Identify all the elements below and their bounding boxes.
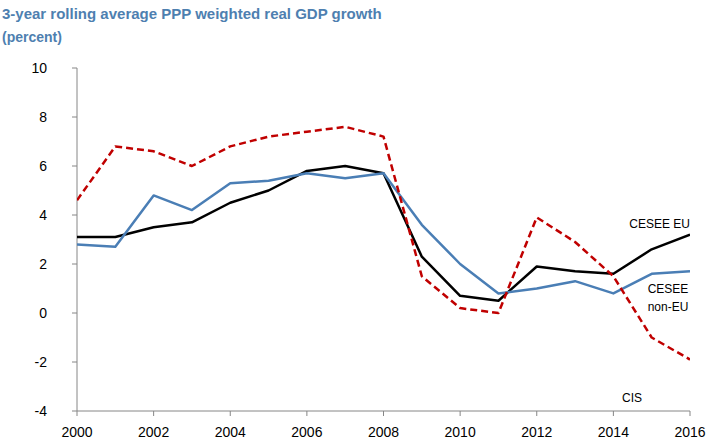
x-tick-label: 2012 (521, 424, 552, 440)
x-tick-label: 2010 (445, 424, 476, 440)
chart: 3-year rolling average PPP weighted real… (0, 0, 713, 448)
x-tick-label: 2002 (138, 424, 169, 440)
series-label: CIS (622, 391, 642, 405)
subtitle: (percent) (2, 29, 62, 45)
y-tick (72, 313, 77, 314)
y-tick-label: -2 (35, 354, 48, 370)
y-tick (72, 68, 77, 69)
series-label-part: CESEE (648, 282, 689, 296)
y-tick-label: 0 (39, 305, 47, 321)
x-tick (690, 411, 691, 416)
series-label: CESEE non-EU (648, 282, 689, 314)
y-tick (72, 264, 77, 265)
x-tick (460, 411, 461, 416)
x-tick-label: 2016 (674, 424, 705, 440)
y-tick-label: -4 (35, 403, 48, 419)
series-label: CESEE EU (629, 217, 690, 231)
series-group (77, 127, 690, 360)
y-tick-label: 2 (39, 256, 47, 272)
y-axis (77, 68, 78, 411)
x-tick (230, 411, 231, 416)
x-tick (383, 411, 384, 416)
y-tick (72, 362, 77, 363)
y-tick-label: 4 (39, 207, 47, 223)
x-tick (153, 411, 154, 416)
series-line (77, 173, 690, 293)
series-line (77, 127, 690, 360)
series-label-part: non-EU (648, 300, 689, 314)
y-tick (72, 166, 77, 167)
x-tick (306, 411, 307, 416)
x-tick (536, 411, 537, 416)
x-tick-label: 2008 (368, 424, 399, 440)
y-tick (72, 117, 77, 118)
x-tick (613, 411, 614, 416)
y-tick-label: 6 (39, 158, 47, 174)
x-tick (77, 411, 78, 416)
y-tick (72, 215, 77, 216)
x-tick-label: 2014 (598, 424, 629, 440)
y-tick-label: 10 (31, 60, 47, 76)
x-tick-label: 2000 (61, 424, 92, 440)
y-tick-label: 8 (39, 109, 47, 125)
series-label-part: CIS (622, 391, 642, 405)
x-tick-label: 2006 (291, 424, 322, 440)
y-tick (72, 411, 77, 412)
x-tick-label: 2004 (215, 424, 246, 440)
series-label-part: CESEE EU (629, 217, 690, 231)
series-line (77, 166, 690, 301)
title: 3-year rolling average PPP weighted real… (2, 5, 382, 22)
